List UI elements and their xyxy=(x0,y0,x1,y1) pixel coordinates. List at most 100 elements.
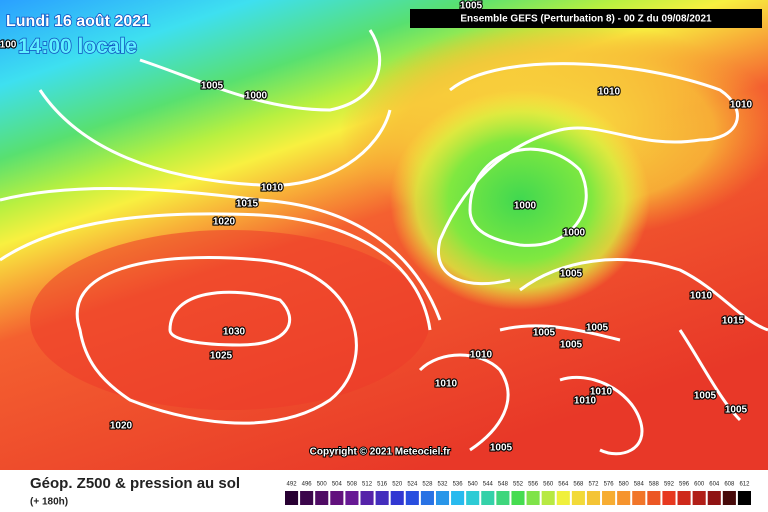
scale-swatch xyxy=(556,491,570,505)
scale-label: 564 xyxy=(558,482,569,488)
isobar-label: 1010 xyxy=(261,183,284,194)
time-label: 14:00 locale xyxy=(18,35,137,58)
scale-swatch xyxy=(677,491,691,505)
scale-label: 572 xyxy=(588,482,599,488)
scale-label: 608 xyxy=(724,482,735,488)
scale-label: 500 xyxy=(317,482,328,488)
scale-swatch xyxy=(692,491,706,505)
isobar-label: 1020 xyxy=(213,217,236,228)
scale-swatch xyxy=(662,491,676,505)
isobar-label: 1005 xyxy=(560,269,583,280)
isobar-label: 1010 xyxy=(690,291,713,302)
color-scale: 492 496 500 504 508 512 516 520 524 528 532 536 540 5… xyxy=(285,482,751,505)
scale-swatch xyxy=(707,491,721,505)
scale-label: 492 xyxy=(287,482,298,488)
scale-label: 512 xyxy=(362,482,373,488)
scale-swatch xyxy=(586,491,601,505)
scale-swatch xyxy=(617,491,631,505)
isobars xyxy=(0,29,768,456)
scale-label: 544 xyxy=(483,482,494,488)
scale-label: 540 xyxy=(468,482,479,488)
scale-swatch xyxy=(602,491,616,505)
isobar-label: 1005 xyxy=(490,443,513,454)
isobar-label: 1000 xyxy=(245,91,268,102)
scale-label: 528 xyxy=(422,482,433,488)
isobar-label: 1000 xyxy=(563,228,586,239)
scale-swatch xyxy=(285,491,299,505)
scale-label: 504 xyxy=(332,482,343,488)
scale-swatch xyxy=(345,491,359,505)
scale-swatch xyxy=(390,491,404,505)
scale-label: 496 xyxy=(302,482,313,488)
scale-swatch xyxy=(571,491,585,505)
scale-label: 508 xyxy=(347,482,358,488)
isobar-label: 1015 xyxy=(722,316,745,327)
isobar-label: 1005 xyxy=(725,405,748,416)
isobar-label: 1010 xyxy=(598,87,621,98)
isobar-label: 1010 xyxy=(435,379,458,390)
shading xyxy=(390,90,650,310)
scale-swatch xyxy=(300,491,314,505)
date-label: Lundi 16 août 2021 xyxy=(6,13,150,30)
legend-subtitle: (+ 180h) xyxy=(30,497,68,508)
scale-label: 516 xyxy=(377,482,388,488)
scale-label: 600 xyxy=(694,482,705,488)
scale-swatch xyxy=(466,491,480,505)
isobar-label: 1015 xyxy=(236,199,259,210)
scale-label: 532 xyxy=(438,482,449,488)
scale-label: 604 xyxy=(709,482,720,488)
run-info: Ensemble GEFS (Perturbation 8) - 00 Z du… xyxy=(460,14,712,25)
isobar-label: 1005 xyxy=(694,391,717,402)
scale-swatch xyxy=(330,491,344,505)
scale-swatch xyxy=(481,491,495,505)
scale-swatch xyxy=(451,491,465,505)
scale-label: 584 xyxy=(634,482,645,488)
isobar-label: 1005 xyxy=(460,1,483,12)
scale-swatch xyxy=(737,491,751,505)
scale-swatch xyxy=(315,491,329,505)
legend-title: Géop. Z500 & pression au sol xyxy=(30,475,240,492)
isobar-label: 1010 xyxy=(590,387,613,398)
isobar-label: 1005 xyxy=(586,323,609,334)
scale-swatch xyxy=(420,491,434,505)
shading xyxy=(30,230,430,410)
copyright: Copyright © 2021 Meteociel.fr xyxy=(310,447,451,458)
scale-label: 576 xyxy=(604,482,615,488)
isobar-label: 100 xyxy=(0,40,17,51)
isobar-label: 1020 xyxy=(110,421,133,432)
scale-swatch xyxy=(647,491,661,505)
scale-swatch xyxy=(375,491,389,505)
scale-label: 536 xyxy=(453,482,464,488)
scale-swatch xyxy=(632,491,646,505)
scale-swatch xyxy=(435,491,450,505)
scale-label: 592 xyxy=(664,482,675,488)
scale-label: 520 xyxy=(392,482,403,488)
scale-label: 568 xyxy=(573,482,584,488)
isobar-label: 1000 xyxy=(514,201,537,212)
scale-label: 548 xyxy=(498,482,509,488)
scale-label: 560 xyxy=(543,482,554,488)
isobar-label: 1005 xyxy=(201,81,224,92)
isobar-label: 1010 xyxy=(470,350,493,361)
scale-swatch xyxy=(526,491,540,505)
scale-label: 588 xyxy=(649,482,660,488)
scale-swatch xyxy=(405,491,419,505)
isobar-label: 1010 xyxy=(574,396,597,407)
scale-label: 552 xyxy=(513,482,524,488)
isobar-label: 1005 xyxy=(533,328,556,339)
scale-swatch xyxy=(496,491,510,505)
scale-swatch xyxy=(541,491,555,505)
scale-swatch xyxy=(722,491,736,505)
scale-label: 580 xyxy=(619,482,630,488)
header: Ensemble GEFS (Perturbation 8) - 00 Z du… xyxy=(5,9,762,59)
scale-label: 556 xyxy=(528,482,539,488)
scale-label: 596 xyxy=(679,482,690,488)
isobar-label: 1025 xyxy=(210,351,233,362)
isobar-label: 1030 xyxy=(223,327,246,338)
isobar-label: 1010 xyxy=(730,100,753,111)
scale-swatch xyxy=(360,491,374,505)
isobar-label: 1005 xyxy=(560,340,583,351)
scale-label: 524 xyxy=(407,482,418,488)
